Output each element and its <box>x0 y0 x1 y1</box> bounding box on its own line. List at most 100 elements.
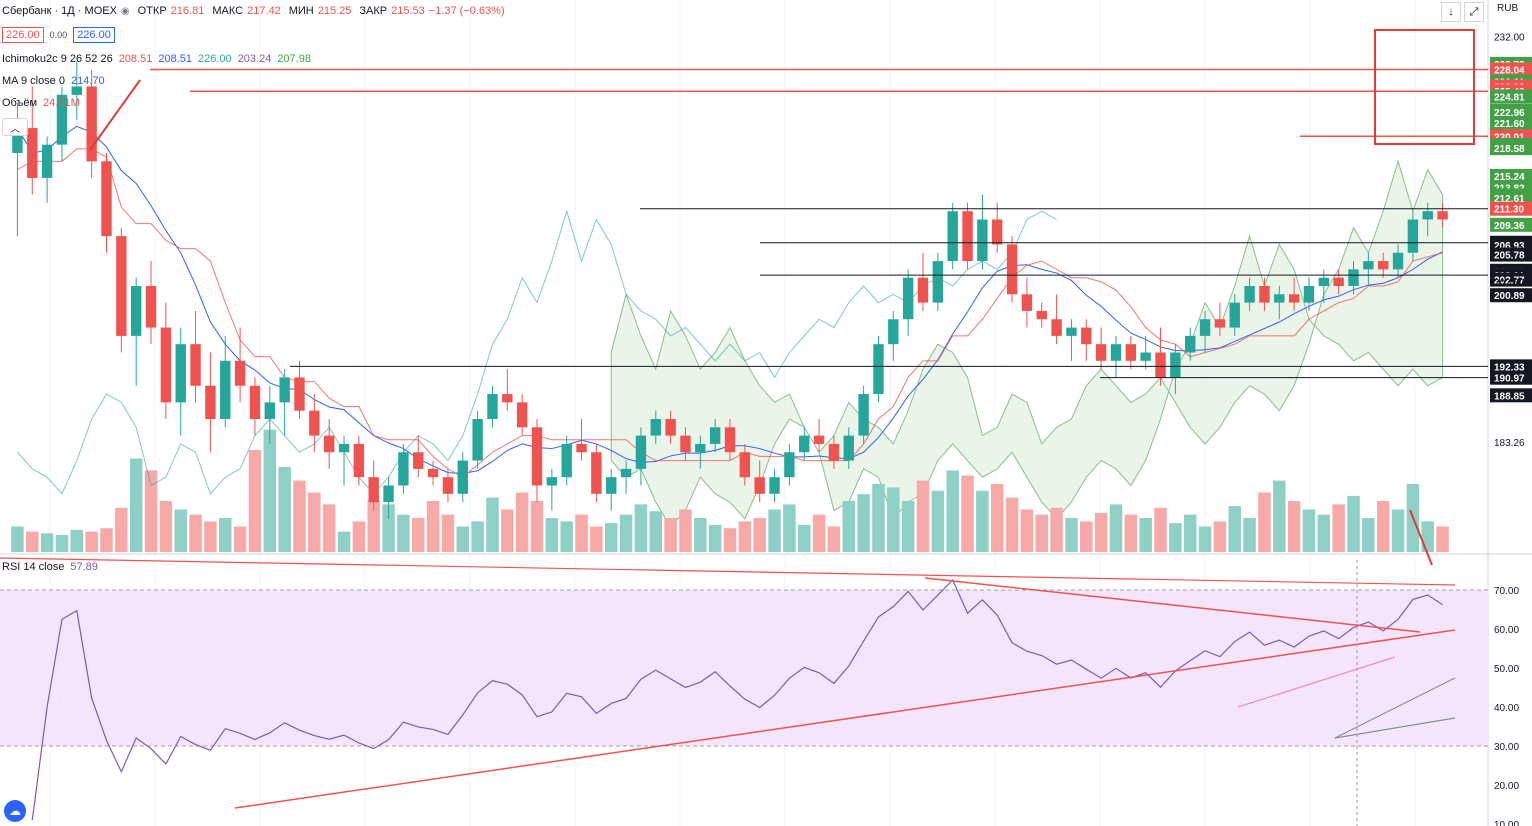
volume-bar <box>26 531 39 552</box>
volume-bar <box>694 518 707 552</box>
candle-body <box>1140 352 1151 361</box>
volume-bar <box>768 509 781 552</box>
price-axis-tag <box>1490 217 1532 232</box>
download-button[interactable]: ↓ <box>1441 2 1461 22</box>
volume-bar <box>961 475 974 552</box>
candle-body <box>338 443 350 453</box>
candle-body <box>56 94 68 145</box>
volume-bar <box>486 497 499 552</box>
volume-bar <box>560 521 573 552</box>
volume-bar <box>1139 518 1152 552</box>
fullscreen-button[interactable]: ⤢ <box>1464 2 1484 22</box>
symbol-label[interactable]: Сбербанк · 1Д · MOEX <box>2 5 117 17</box>
volume-bar <box>1243 518 1256 552</box>
volume-bar <box>1362 518 1375 552</box>
annotation-arrow <box>89 79 141 151</box>
price-axis-tag <box>1490 141 1532 156</box>
volume-bar <box>545 518 559 552</box>
volume-bar <box>1198 526 1212 552</box>
price-axis-label: 221.60 <box>1494 119 1525 130</box>
spread-value: 0.00 <box>49 30 68 40</box>
candle-body <box>1125 344 1137 361</box>
ask-box[interactable]: 226.00 <box>73 27 115 43</box>
close-value: 215.53 <box>391 5 425 17</box>
volume-bar <box>605 523 618 552</box>
tradingview-logo-icon[interactable]: ☁ <box>4 800 26 822</box>
low-label: МИН <box>288 5 314 17</box>
ichimoku-value-2: 208.51 <box>158 53 192 65</box>
candle-body <box>873 344 884 395</box>
candle-body <box>1051 319 1062 336</box>
expand-icon: ⤢ <box>1469 5 1479 18</box>
rsi-legend[interactable]: RSI 14 close 57.89 <box>2 561 98 573</box>
volume-bar <box>842 501 855 552</box>
price-axis-label: 222.96 <box>1494 108 1525 119</box>
ichimoku-legend[interactable]: Ichimoku2c 9 26 52 26 208.51 208.51 226.… <box>2 53 311 65</box>
volume-bar <box>441 514 455 552</box>
ma-legend[interactable]: MA 9 close 0 214.70 <box>2 75 105 87</box>
volume-bar <box>590 526 603 552</box>
candle-body <box>1229 302 1240 328</box>
price-axis-label: 211.30 <box>1494 205 1524 216</box>
candle-body <box>709 427 721 444</box>
volume-bar <box>1005 497 1019 552</box>
volume-bar <box>1421 521 1434 552</box>
volume-bar <box>308 492 321 552</box>
price-axis-label: 232.00 <box>1494 33 1525 44</box>
volume-bar <box>1213 521 1227 552</box>
bid-box[interactable]: 226.00 <box>2 27 44 43</box>
candle-body <box>220 360 231 419</box>
volume-bar <box>901 501 915 552</box>
candle-body <box>502 394 513 403</box>
rsi-trendline <box>1334 717 1456 739</box>
volume-bar <box>11 526 24 552</box>
candle-body <box>457 460 468 494</box>
candle-body <box>620 468 632 478</box>
volume-bar <box>204 521 217 552</box>
candle-body <box>546 477 558 486</box>
candle-body <box>427 468 439 478</box>
candle-body <box>487 394 498 419</box>
rsi-axis-label: 10.00 <box>1494 820 1519 826</box>
volume-bar <box>575 514 588 552</box>
candle-body <box>1021 294 1033 311</box>
volume-bar <box>872 484 885 552</box>
volume-bar <box>1050 507 1063 552</box>
candle-body <box>442 477 454 494</box>
ichimoku-value-4: 203.24 <box>237 53 272 65</box>
candle-body <box>1185 335 1196 353</box>
volume-bar <box>1094 512 1108 552</box>
candle-body <box>784 452 795 478</box>
price-axis-label: 212.61 <box>1494 194 1525 205</box>
volume-bar <box>619 514 633 552</box>
candle-body <box>1199 319 1211 336</box>
candle-body <box>413 452 424 469</box>
volume-bar <box>382 504 395 552</box>
volume-legend[interactable]: Объём 24.61M <box>2 97 80 109</box>
candle-body <box>294 377 305 411</box>
rsi-trendline <box>924 577 1421 633</box>
price-axis-label: 206.93 <box>1494 241 1525 252</box>
volume-bar <box>797 524 811 552</box>
candle-body <box>1214 319 1226 328</box>
chart-header: Сбербанк · 1Д · MOEX ◉ ОТКР 216.81 МАКС 21… <box>2 3 505 19</box>
annotation-arrow <box>1409 509 1433 566</box>
price-axis-tag <box>1490 272 1532 287</box>
candle-body <box>1259 286 1270 303</box>
candle-body <box>1348 269 1359 286</box>
volume-bar <box>976 490 989 552</box>
candle-body <box>264 402 275 419</box>
collapse-legend-button[interactable]: ︿ <box>2 118 28 136</box>
volume-bar <box>738 521 752 552</box>
ichimoku-cloud <box>610 159 1444 528</box>
candle-body <box>932 261 944 303</box>
volume-bar <box>931 490 945 552</box>
price-axis-tag <box>1490 247 1532 262</box>
candle-body <box>799 435 810 453</box>
volume-bar <box>367 501 380 552</box>
candle-body <box>858 394 869 436</box>
volume-bar <box>1317 514 1331 552</box>
candle-body <box>323 435 335 453</box>
volume-bar <box>679 509 692 552</box>
